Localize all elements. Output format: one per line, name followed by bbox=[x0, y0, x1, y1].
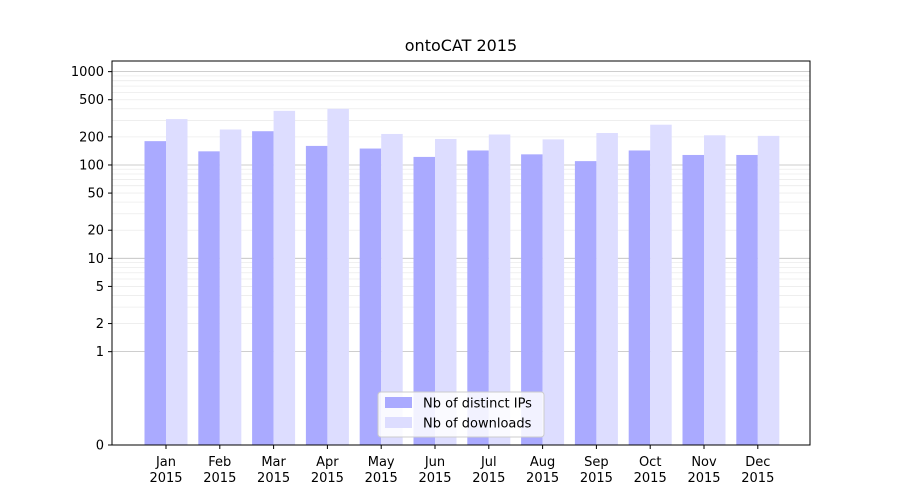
x-tick-label-year: 2015 bbox=[526, 471, 559, 486]
x-tick-label-year: 2015 bbox=[203, 471, 236, 486]
bars-layer bbox=[144, 108, 780, 446]
legend-label: Nb of distinct IPs bbox=[423, 397, 532, 412]
bar-downloads bbox=[488, 134, 511, 445]
bar-distinct-ips bbox=[521, 154, 543, 445]
y-tick-label: 20 bbox=[87, 224, 104, 239]
x-tick-label-month: Dec bbox=[745, 455, 770, 470]
y-tick-label: 10 bbox=[87, 252, 104, 267]
x-tick-label-month: May bbox=[368, 455, 395, 470]
bar-downloads bbox=[542, 139, 565, 445]
x-tick-label-month: Jul bbox=[480, 455, 497, 470]
y-axis: 0 1 2 5 10 20 50 100 200 500 1000 bbox=[71, 65, 112, 454]
bar-downloads bbox=[327, 108, 349, 445]
bar-distinct-ips bbox=[252, 131, 274, 445]
y-tick-label: 1000 bbox=[71, 65, 104, 80]
bar-downloads bbox=[650, 124, 672, 445]
bar-downloads bbox=[166, 119, 188, 445]
x-tick-label-month: Oct bbox=[639, 455, 661, 470]
y-tick-label: 2 bbox=[96, 317, 104, 332]
bar-distinct-ips bbox=[305, 145, 328, 445]
x-tick-label-month: Nov bbox=[691, 455, 717, 470]
x-tick-label-year: 2015 bbox=[634, 471, 667, 486]
x-tick-label-year: 2015 bbox=[472, 471, 505, 486]
bar-distinct-ips bbox=[359, 148, 382, 445]
y-tick-label: 100 bbox=[79, 158, 104, 173]
x-tick-label-year: 2015 bbox=[687, 471, 720, 486]
x-tick-label-month: Mar bbox=[261, 455, 286, 470]
x-tick-label-month: Feb bbox=[208, 455, 231, 470]
bar-distinct-ips bbox=[467, 150, 489, 445]
bar-distinct-ips bbox=[736, 154, 758, 445]
bar-downloads bbox=[381, 133, 403, 445]
x-axis: Jan2015Feb2015Mar2015Apr2015May2015Jun20… bbox=[149, 445, 774, 486]
x-tick-label-year: 2015 bbox=[257, 471, 290, 486]
x-tick-label-month: Jan bbox=[155, 455, 176, 470]
plot-frame bbox=[111, 60, 811, 446]
legend-swatch bbox=[385, 417, 412, 428]
bar-downloads bbox=[273, 110, 296, 445]
bar-distinct-ips bbox=[413, 156, 435, 445]
bar-distinct-ips bbox=[144, 141, 166, 445]
legend-box bbox=[377, 391, 545, 438]
y-tick-label: 1 bbox=[96, 345, 104, 360]
x-tick-label-month: Sep bbox=[584, 455, 609, 470]
legend: Nb of distinct IPs Nb of downloads bbox=[377, 391, 545, 438]
bar-distinct-ips bbox=[682, 154, 704, 445]
x-tick-label-year: 2015 bbox=[365, 471, 398, 486]
bar-distinct-ips bbox=[198, 151, 220, 445]
y-tick-label: 200 bbox=[79, 130, 104, 145]
bar-downloads bbox=[219, 129, 242, 445]
x-tick-label-year: 2015 bbox=[149, 471, 182, 486]
x-tick-label-year: 2015 bbox=[580, 471, 613, 486]
y-tick-label: 500 bbox=[79, 93, 104, 108]
bar-distinct-ips bbox=[628, 150, 651, 445]
y-tick-label: 5 bbox=[96, 280, 104, 295]
chart-title: ontoCAT 2015 bbox=[405, 36, 517, 55]
x-tick-label-year: 2015 bbox=[741, 471, 774, 486]
x-tick-label-month: Aug bbox=[530, 455, 555, 470]
bar-downloads bbox=[704, 135, 726, 445]
legend-swatch bbox=[385, 397, 412, 408]
bar-downloads bbox=[757, 135, 780, 445]
x-tick-label-year: 2015 bbox=[311, 471, 344, 486]
bar-distinct-ips bbox=[574, 161, 597, 446]
x-tick-label-year: 2015 bbox=[418, 471, 451, 486]
x-tick-label-month: Apr bbox=[316, 455, 339, 470]
y-tick-label: 50 bbox=[87, 187, 104, 202]
x-tick-label-month: Jun bbox=[424, 455, 445, 470]
bar-downloads bbox=[435, 138, 457, 446]
y-tick-label: 0 bbox=[96, 439, 104, 454]
legend-label: Nb of downloads bbox=[423, 417, 532, 432]
bar-downloads bbox=[596, 133, 618, 445]
